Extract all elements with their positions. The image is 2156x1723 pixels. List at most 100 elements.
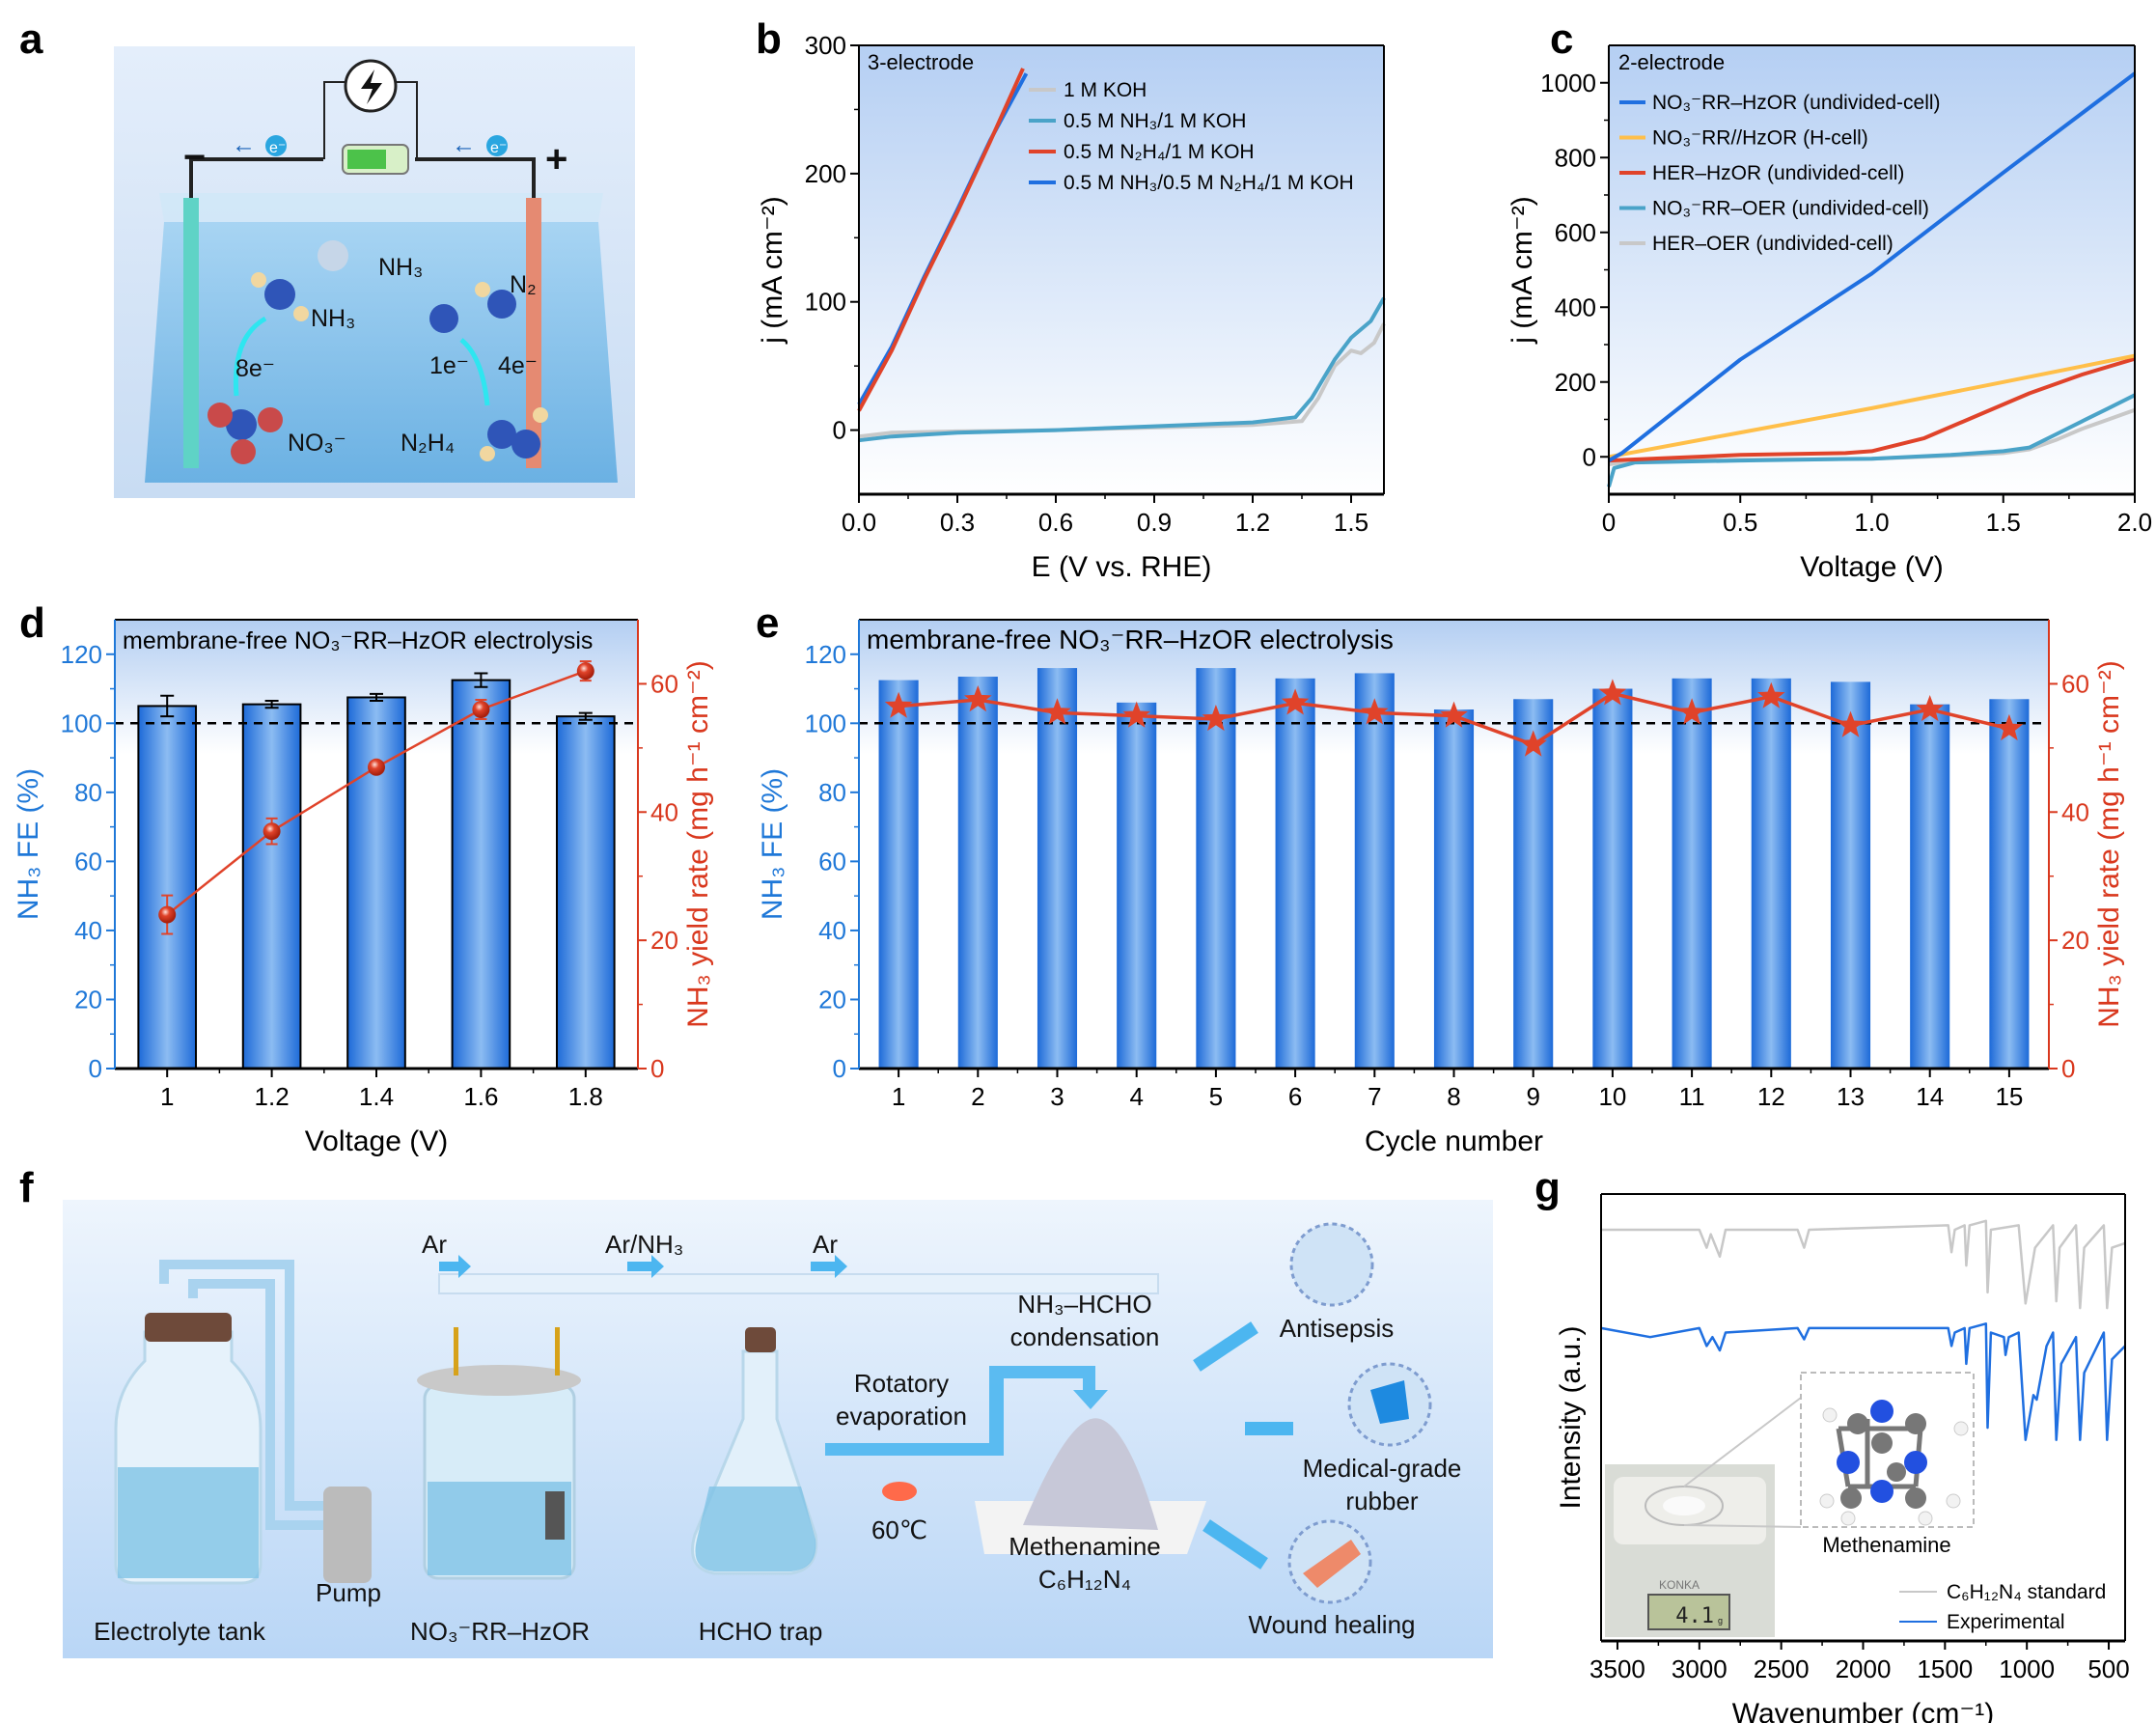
x-tick-label: 13 [1837, 1082, 1865, 1111]
legend-label: 0.5 M N₂H₄/1 M KOH [1064, 141, 1255, 163]
y2-tick-label: 40 [650, 797, 678, 826]
nh3-label-left: NH₃ [311, 305, 355, 332]
bar [137, 705, 198, 1070]
scale-reading: 4.1 [1675, 1604, 1714, 1628]
application-arrow [1193, 1321, 1258, 1372]
y-tick-label: 0 [833, 1054, 846, 1083]
x-axis-title: Cycle number [1365, 1126, 1543, 1157]
circuit-wire [189, 157, 536, 198]
scale-brand: KONKA [1659, 1578, 1700, 1592]
source-wire [323, 81, 418, 159]
flask-cork [745, 1327, 776, 1352]
legend-label: Experimental [1947, 1611, 2065, 1633]
condensation-label-1: NH₃–HCHO [1017, 1290, 1151, 1319]
gas-flow-arrow [627, 1255, 664, 1278]
yield-star-marker [1837, 710, 1865, 737]
x-tick-label: 8 [1447, 1082, 1460, 1111]
y-tick-label: 0 [89, 1054, 102, 1083]
nh3-label-top: NH₃ [378, 254, 423, 281]
hand-glyph [1303, 1540, 1361, 1588]
x-tick-label: 1.8 [568, 1082, 603, 1111]
electron-icon [486, 135, 508, 156]
y-tick-label: 80 [74, 778, 102, 807]
positive-terminal-label: + [545, 138, 567, 181]
y-axis-title: j (mA cm⁻²) [1506, 196, 1538, 344]
yield-star-marker [1757, 681, 1785, 709]
x-tick-label: 11 [1679, 1082, 1705, 1111]
series-line-1 [1608, 353, 2136, 459]
series-line-0 [1601, 1219, 2126, 1310]
x-tick-label: 3500 [1589, 1654, 1645, 1683]
yield-star-marker [1202, 705, 1230, 732]
y-tick-label: 80 [818, 778, 846, 807]
electrode-lead [454, 1327, 458, 1376]
series-line-3 [1607, 393, 2136, 487]
component-electrolyte-tank: Electrolyte tank [94, 1617, 266, 1646]
x-axis-title: Wavenumber (cm⁻¹) [1732, 1698, 1994, 1723]
gas-flow-arrow [439, 1255, 471, 1278]
legend-label: C₆H₁₂N₄ standard [1947, 1581, 2106, 1603]
yield-circle-marker [263, 822, 281, 841]
x-tick-label: 1.4 [359, 1082, 394, 1111]
methenamine-molecule-icon [1819, 1400, 1969, 1526]
flask-liquid [695, 1487, 816, 1571]
legend-label: 0.5 M NH₃/0.5 M N₂H₄/1 M KOH [1064, 172, 1354, 194]
condensation-label-2: condensation [1010, 1322, 1160, 1351]
bar [1037, 668, 1078, 1069]
yield-circle-marker [576, 662, 594, 681]
bar-error-bar [160, 694, 175, 718]
y-tick-label: 100 [61, 709, 102, 737]
panel-label-b: b [756, 15, 782, 63]
antisepsis-icon [1289, 1222, 1374, 1307]
x-tick-label: 2.0 [2117, 508, 2152, 537]
panel-label-g: g [1534, 1164, 1561, 1211]
legend-label: NO₃⁻RR–OER (undivided-cell) [1652, 198, 1929, 220]
mesh-electrode [545, 1491, 565, 1540]
y-axis-title: j (mA cm⁻²) [757, 196, 788, 344]
y-tick-label: 200 [1555, 368, 1596, 397]
product-formula-label: C₆H₁₂N₄ [1038, 1565, 1131, 1594]
x-tick-label: 0.9 [1137, 508, 1172, 537]
tank-liquid [118, 1467, 259, 1578]
application-arrow [1202, 1519, 1268, 1570]
bar [1513, 699, 1554, 1069]
callout-line [1683, 1397, 1802, 1487]
component-reactor: NO₃⁻RR–HzOR [410, 1617, 590, 1646]
bar [1830, 681, 1871, 1069]
tube [188, 1279, 328, 1530]
one-electron-label: 1e⁻ [429, 352, 469, 379]
x-tick-label: 6 [1288, 1082, 1302, 1111]
yield-circle-marker [368, 758, 385, 776]
heater-icon [882, 1482, 917, 1501]
y-axis-title: NH₃ FE (%) [13, 768, 44, 920]
four-electron-label: 4e⁻ [498, 352, 538, 379]
yield-star-marker [1281, 688, 1310, 715]
evaporation-label-1: Rotatory [854, 1369, 949, 1398]
series-line-2 [857, 68, 1025, 412]
y-tick-label: 100 [805, 709, 846, 737]
series-line-1 [1600, 1322, 2126, 1441]
pump-icon [323, 1487, 372, 1583]
component-pump: Pump [316, 1578, 381, 1607]
x-tick-label: 12 [1757, 1082, 1785, 1111]
electron-label-right: e⁻ [490, 140, 507, 156]
y2-axis-title: NH₃ yield rate (mg h⁻¹ cm⁻²) [682, 660, 714, 1028]
legend-label: 1 M KOH [1064, 79, 1147, 101]
x-tick-label: 3000 [1672, 1654, 1728, 1683]
x-tick-label: 4 [1129, 1082, 1143, 1111]
y-axis-title: Intensity (a.u.) [1555, 1325, 1587, 1509]
bar-error-bar [578, 711, 593, 721]
bar [1751, 678, 1791, 1069]
x-tick-label: 10 [1598, 1082, 1626, 1111]
panel-annotation: 2-electrode [1618, 50, 1725, 74]
yield-star-marker [1995, 713, 2024, 741]
bar [878, 680, 919, 1069]
yield-circle-marker [472, 701, 490, 718]
panel-annotation: 3-electrode [868, 50, 974, 74]
bar [1196, 668, 1236, 1069]
scale-unit: g [1718, 1616, 1723, 1626]
series-line-0 [1608, 71, 2137, 462]
y-tick-label: 60 [818, 847, 846, 875]
yield-star-marker [1440, 701, 1468, 728]
